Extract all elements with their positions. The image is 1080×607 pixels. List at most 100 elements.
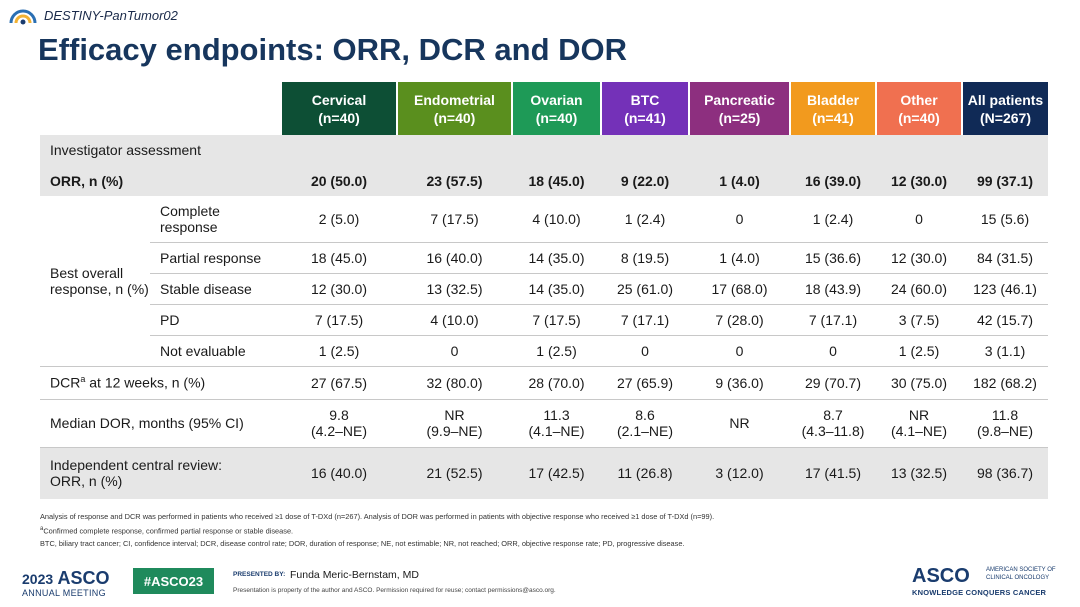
row-label: PD — [150, 304, 281, 336]
table-cell: NR (4.1–NE) — [876, 399, 962, 448]
society-name: AMERICAN SOCIETY OF CLINICAL ONCOLOGY — [986, 566, 1056, 582]
column-name: Endometrial — [414, 91, 495, 108]
slide-title: Efficacy endpoints: ORR, DCR and DOR — [38, 32, 628, 67]
table-cell: 99 (37.1) — [962, 165, 1048, 196]
asco-tagline: KNOWLEDGE CONQUERS CANCER — [912, 588, 1047, 597]
disclaimer: Presentation is property of the author a… — [233, 587, 556, 594]
table-cell: 9 (36.0) — [689, 366, 790, 400]
table-cell: 1 (2.4) — [790, 196, 876, 243]
dor-ci: (4.1–NE) — [890, 423, 948, 439]
asco-wordmark: ASCO — [57, 568, 110, 588]
table-cell: 18 (43.9) — [790, 273, 876, 305]
table-cell: 17 (68.0) — [689, 273, 790, 305]
table-cell: 12 (30.0) — [281, 273, 397, 305]
column-header-pancreatic: Pancreatic (n=25) — [688, 82, 790, 135]
table-cell: 1 (2.5) — [512, 335, 601, 367]
row-label: Independent central review: ORR, n (%) — [40, 447, 281, 499]
table-cell: 7 (28.0) — [689, 304, 790, 336]
table-cell: 16 (40.0) — [281, 447, 397, 499]
table-cell: 15 (5.6) — [962, 196, 1048, 243]
section-label: Investigator assessment — [40, 135, 1048, 165]
table-cell: 28 (70.0) — [512, 366, 601, 400]
footnote-line: Analysis of response and DCR was perform… — [40, 512, 715, 521]
table-cell: 27 (67.5) — [281, 366, 397, 400]
table-row-dor: Median DOR, months (95% CI) 9.8 (4.2–NE) … — [40, 399, 1048, 448]
table-cell: 20 (50.0) — [281, 165, 397, 196]
table-cell: 13 (32.5) — [397, 273, 512, 305]
dor-ci: (2.1–NE) — [616, 423, 674, 439]
column-n: (n=40) — [433, 109, 476, 126]
column-header-btc: BTC (n=41) — [600, 82, 689, 135]
table-cell: 0 — [397, 335, 512, 367]
table-cell: 9.8 (4.2–NE) — [281, 399, 397, 448]
dcr-label-suffix: at 12 weeks, n (%) — [85, 374, 206, 391]
column-n: (n=40) — [898, 109, 940, 126]
footnote-line: BTC, biliary tract cancer; CI, confidenc… — [40, 539, 685, 549]
column-header-endometrial: Endometrial (n=40) — [396, 82, 512, 135]
table-cell: 7 (17.5) — [512, 304, 601, 336]
table-cell: 29 (70.7) — [790, 366, 876, 400]
table-cell: 11.8 (9.8–NE) — [962, 399, 1048, 448]
table-cell: 13 (32.5) — [876, 447, 962, 499]
table-cell: 1 (2.4) — [601, 196, 689, 243]
table-cell: 7 (17.5) — [397, 196, 512, 243]
meeting-year: 2023 — [22, 571, 54, 587]
table-cell: 8.7 (4.3–11.8) — [790, 399, 876, 448]
table-cell: 1 (2.5) — [876, 335, 962, 367]
table-cell: 15 (36.6) — [790, 242, 876, 274]
table-cell: 42 (15.7) — [962, 304, 1048, 336]
table-cell: 0 — [876, 196, 962, 243]
table-cell: 18 (45.0) — [281, 242, 397, 274]
table-cell: 3 (1.1) — [962, 335, 1048, 367]
column-name: BTC — [630, 91, 660, 108]
trial-name: DESTINY-PanTumor02 — [44, 7, 178, 23]
society-line2: CLINICAL ONCOLOGY — [986, 575, 1050, 581]
table-cell: 14 (35.0) — [512, 273, 601, 305]
top-bar: DESTINY-PanTumor02 — [8, 4, 178, 26]
row-label: Complete response — [150, 196, 281, 243]
dor-estimate: NR — [908, 407, 930, 423]
table-cell: 1 (2.5) — [281, 335, 397, 367]
column-name: Ovarian — [530, 91, 583, 108]
dor-estimate: 8.7 — [823, 407, 843, 423]
icr-label-line2: ORR, n (%) — [50, 473, 123, 490]
row-label: Median DOR, months (95% CI) — [40, 399, 281, 448]
dor-estimate: NR — [444, 407, 465, 423]
table-cell: 14 (35.0) — [512, 242, 601, 274]
table-cell: 8 (19.5) — [601, 242, 689, 274]
bor-group-label: Best overall response, n (%) — [40, 196, 150, 367]
table-cell: 24 (60.0) — [876, 273, 962, 305]
table-cell: 21 (52.5) — [397, 447, 512, 499]
footnote-line: aConfirmed complete response, confirmed … — [40, 523, 714, 537]
column-name: All patients — [967, 91, 1044, 108]
column-header-other: Other (n=40) — [875, 82, 962, 135]
table-cell: 32 (80.0) — [397, 366, 512, 400]
column-n: (N=267) — [980, 109, 1031, 126]
table-row-orr: ORR, n (%) 20 (50.0) 23 (57.5) 18 (45.0)… — [40, 165, 1048, 196]
column-header-ovarian: Ovarian (n=40) — [511, 82, 601, 135]
row-label: ORR, n (%) — [40, 165, 281, 196]
footnote-text: Confirmed complete response, confirmed p… — [43, 526, 294, 536]
annual-meeting-label: ANNUAL MEETING — [22, 588, 106, 598]
table-cell: 84 (31.5) — [962, 242, 1048, 274]
presented-by-label: PRESENTED BY: — [233, 571, 286, 578]
table-cell: 0 — [601, 335, 689, 367]
dor-estimate: 11.3 — [543, 407, 570, 423]
table-cell: 9 (22.0) — [601, 165, 689, 196]
column-name: Other — [900, 91, 938, 108]
row-label: Stable disease — [150, 273, 281, 305]
efficacy-table: Cervical (n=40) Endometrial (n=40) Ovarian… — [40, 82, 1048, 499]
column-header-bladder: Bladder (n=41) — [789, 82, 876, 135]
table-cell: 8.6 (2.1–NE) — [601, 399, 689, 448]
table-cell: 7 (17.1) — [601, 304, 689, 336]
table-cell: 7 (17.1) — [790, 304, 876, 336]
column-n: (n=40) — [535, 109, 578, 126]
row-label: Partial response — [150, 242, 281, 274]
dor-ci: (4.3–11.8) — [801, 423, 865, 439]
section-row-investigator: Investigator assessment — [40, 135, 1048, 165]
dcr-label: DCR — [50, 374, 81, 391]
dor-estimate: 9.8 — [329, 407, 349, 423]
dor-estimate: 11.8 — [991, 407, 1019, 423]
table-row-dcr: DCRa at 12 weeks, n (%) 27 (67.5) 32 (80… — [40, 366, 1048, 400]
dor-ci: (9.8–NE) — [976, 423, 1034, 439]
